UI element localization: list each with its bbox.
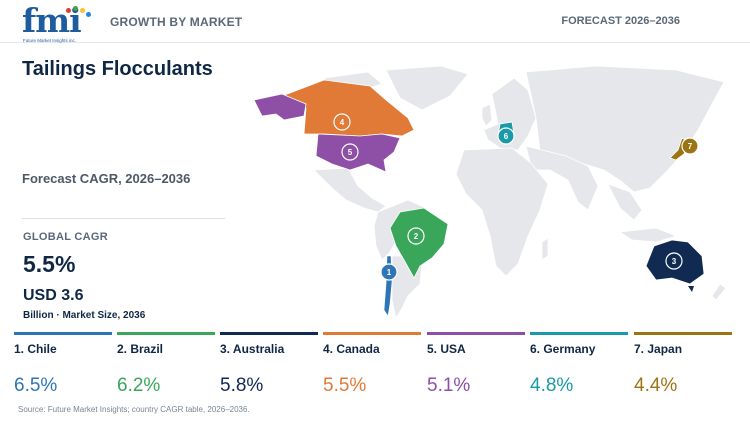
land-uk [481,103,493,127]
rank-marker-2-label: 2 [414,232,419,241]
rank-marker-1[interactable]: 1 [380,263,398,281]
country-card-usa[interactable]: 5. USA 5.1% [427,332,525,400]
country-card-canada[interactable]: 4. Canada 5.5% [323,332,421,400]
market-size-caption: Billion · Market Size, 2036 [23,310,146,321]
header-forecast-label: FORECAST 2026–2036 [561,15,680,27]
fmi-logo[interactable]: fmi Future Market Insights inc. [22,1,92,43]
global-cagr-label: GLOBAL CAGR [23,231,108,243]
rank-marker-7-label: 7 [688,142,693,151]
card-accent-bar [323,332,421,335]
land-africa [455,147,549,277]
country-name: 4. Canada [323,342,380,356]
country-card-germany[interactable]: 6. Germany 4.8% [530,332,628,400]
logo-wordmark: fmi [22,1,82,40]
land-madagascar [541,237,549,261]
country-name: 2. Brazil [117,342,164,356]
country-cagr: 4.8% [530,375,574,396]
logo-dot-blue [86,12,91,17]
rank-marker-2[interactable]: 2 [407,227,425,245]
logo-subtitle: Future Market Insights inc. [23,38,77,43]
forecast-cagr-label: Forecast CAGR, 2026–2036 [22,171,191,186]
land-new-zealand [711,283,727,301]
land-greenland [385,65,469,111]
global-cagr-value: 5.5% [23,251,76,277]
card-accent-bar [427,332,525,335]
country-cagr: 6.5% [14,375,58,396]
logo-dot-red [66,8,71,13]
country-name: 1. Chile [14,342,57,356]
page-title: Tailings Flocculants [22,58,213,80]
header-section-label: GROWTH BY MARKET [110,15,243,29]
card-accent-bar [117,332,215,335]
rank-marker-3-label: 3 [672,257,677,266]
country-usa-alaska[interactable] [253,93,307,121]
country-card-chile[interactable]: 1. Chile 6.5% [14,332,112,400]
country-name: 6. Germany [530,342,596,356]
rank-marker-7[interactable]: 7 [681,137,699,155]
world-map: 4 5 2 1 6 7 3 [253,65,727,320]
logo-dot-yellow [80,8,85,13]
land-middle-east-india [525,145,599,211]
country-cards: 1. Chile 6.5% 2. Brazil 6.2% 3. Australi… [0,332,750,400]
country-cagr: 5.8% [220,375,264,396]
card-accent-bar [634,332,732,335]
card-accent-bar [220,332,318,335]
country-card-brazil[interactable]: 2. Brazil 6.2% [117,332,215,400]
logo-dot-green [73,6,78,11]
market-size-value: USD 3.6 [23,287,84,304]
country-cagr: 5.5% [323,375,367,396]
country-cagr: 5.1% [427,375,471,396]
rank-marker-1-label: 1 [387,268,392,277]
country-name: 7. Japan [634,342,683,356]
country-name: 5. USA [427,342,466,356]
card-accent-bar [530,332,628,335]
rank-marker-4[interactable]: 4 [333,113,351,131]
country-canada[interactable] [281,79,415,137]
country-name: 3. Australia [220,342,285,356]
land-europe [483,77,537,151]
rank-marker-3[interactable]: 3 [665,252,683,270]
source-note: Source: Future Market Insights; country … [18,405,250,414]
country-tasmania[interactable] [688,286,694,292]
land-mexico [313,167,387,213]
card-accent-bar [14,332,112,335]
country-cagr: 6.2% [117,375,161,396]
country-card-japan[interactable]: 7. Japan 4.4% [634,332,732,400]
header-bar: fmi Future Market Insights inc. GROWTH B… [0,0,750,43]
country-card-australia[interactable]: 3. Australia 5.8% [220,332,318,400]
rank-marker-5-label: 5 [348,148,353,157]
rank-marker-6-label: 6 [504,132,509,141]
rank-marker-5[interactable]: 5 [341,143,359,161]
rank-marker-6[interactable]: 6 [497,127,515,145]
land-southeast-asia [607,183,643,221]
country-cagr: 4.4% [634,375,678,396]
divider [22,218,225,219]
rank-marker-4-label: 4 [340,118,345,127]
land-indonesia [618,227,678,243]
